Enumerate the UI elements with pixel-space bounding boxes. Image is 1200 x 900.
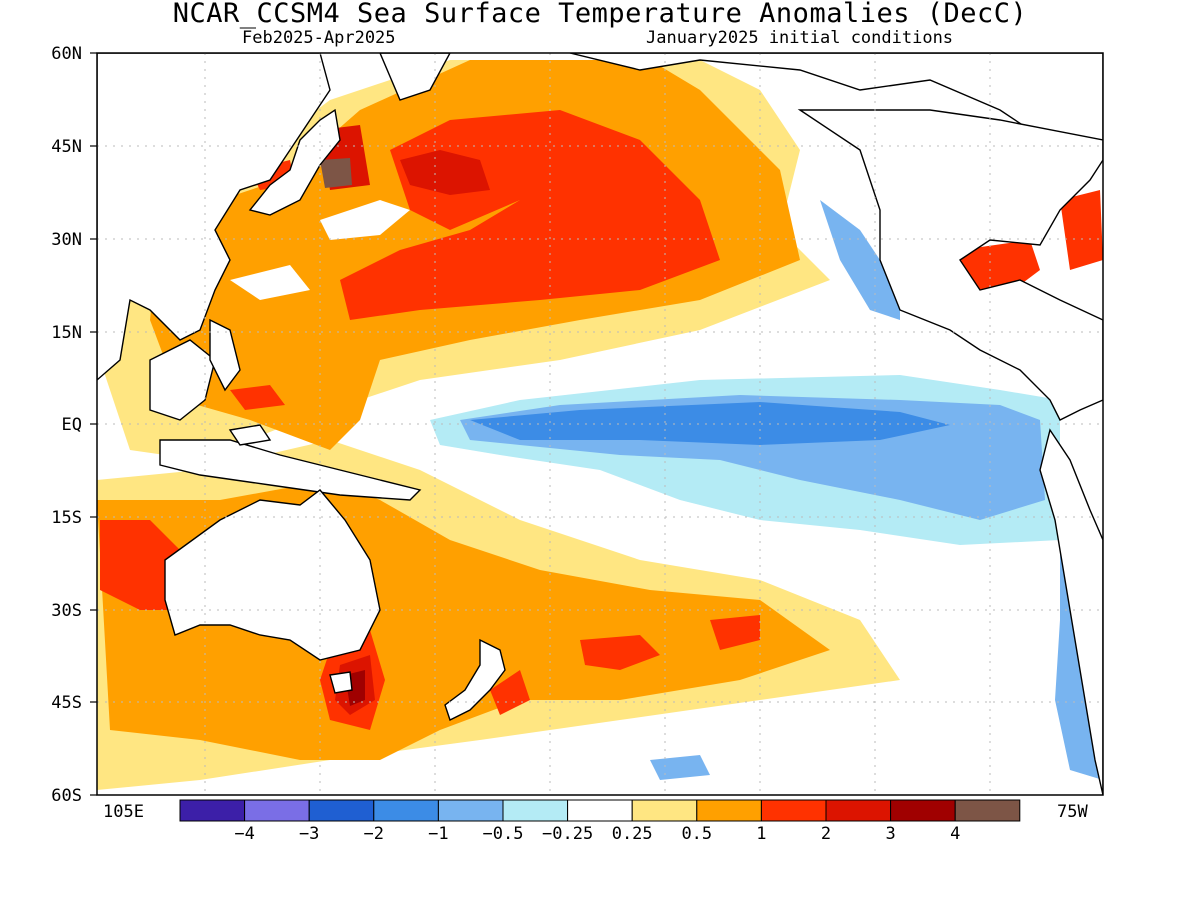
colorbar-label: 2: [820, 824, 832, 844]
anomaly-field: [97, 53, 1103, 795]
colorbar-swatch: [760, 799, 827, 822]
colorbar-swatch: [825, 799, 892, 822]
colorbar-swatch: [373, 799, 439, 822]
lat-label-15n: 15N: [51, 323, 82, 343]
colorbar-label: −4: [234, 824, 255, 844]
colorbar-label: −1: [428, 824, 449, 844]
colorbar-label: 4: [950, 824, 961, 844]
lat-label-30n: 30N: [51, 230, 82, 250]
colorbar-label: −3: [298, 824, 320, 844]
axis-ticks: [90, 52, 97, 796]
initial-conditions: January2025 initial conditions: [646, 28, 954, 48]
colorbar-swatch: [631, 799, 698, 822]
lat-label-45s: 45S: [51, 693, 82, 713]
lat-label-eq: EQ: [61, 415, 82, 435]
colorbar-label: 0.5: [681, 824, 713, 844]
colorbar-label: 1: [756, 824, 767, 844]
colorbar-label: −2: [363, 824, 385, 844]
colorbar-swatch: [696, 799, 762, 822]
colorbar-swatch: [179, 799, 246, 822]
lat-label-45n: 45N: [51, 137, 82, 157]
colorbar-swatch: [308, 799, 375, 822]
colorbar-swatch: [244, 799, 310, 822]
colorbar-label: 0.25: [611, 824, 653, 844]
colorbar-label: 3: [885, 824, 896, 844]
forecast-period: Feb2025-Apr2025: [242, 28, 396, 48]
lon-label-left: 105E: [103, 802, 144, 822]
colorbar-swatch: [437, 799, 504, 822]
map-title: NCAR_CCSM4 Sea Surface Temperature Anoma…: [172, 0, 1028, 29]
lat-label-30s: 30S: [51, 601, 82, 621]
lat-label-60s: 60S: [51, 786, 82, 806]
lat-label-60n: 60N: [51, 44, 82, 64]
colorbar-label: −0.5: [482, 824, 524, 844]
land: [97, 53, 1103, 795]
lat-label-15s: 15S: [51, 508, 82, 528]
colorbar-label: −0.25: [542, 824, 594, 844]
colorbar-swatch: [954, 799, 1021, 822]
colorbar-swatch: [502, 799, 569, 822]
colorbar-swatch: [567, 799, 633, 822]
lon-label-right: 75W: [1057, 802, 1088, 822]
colorbar-swatch: [890, 799, 956, 822]
colorbar: [179, 799, 1021, 822]
